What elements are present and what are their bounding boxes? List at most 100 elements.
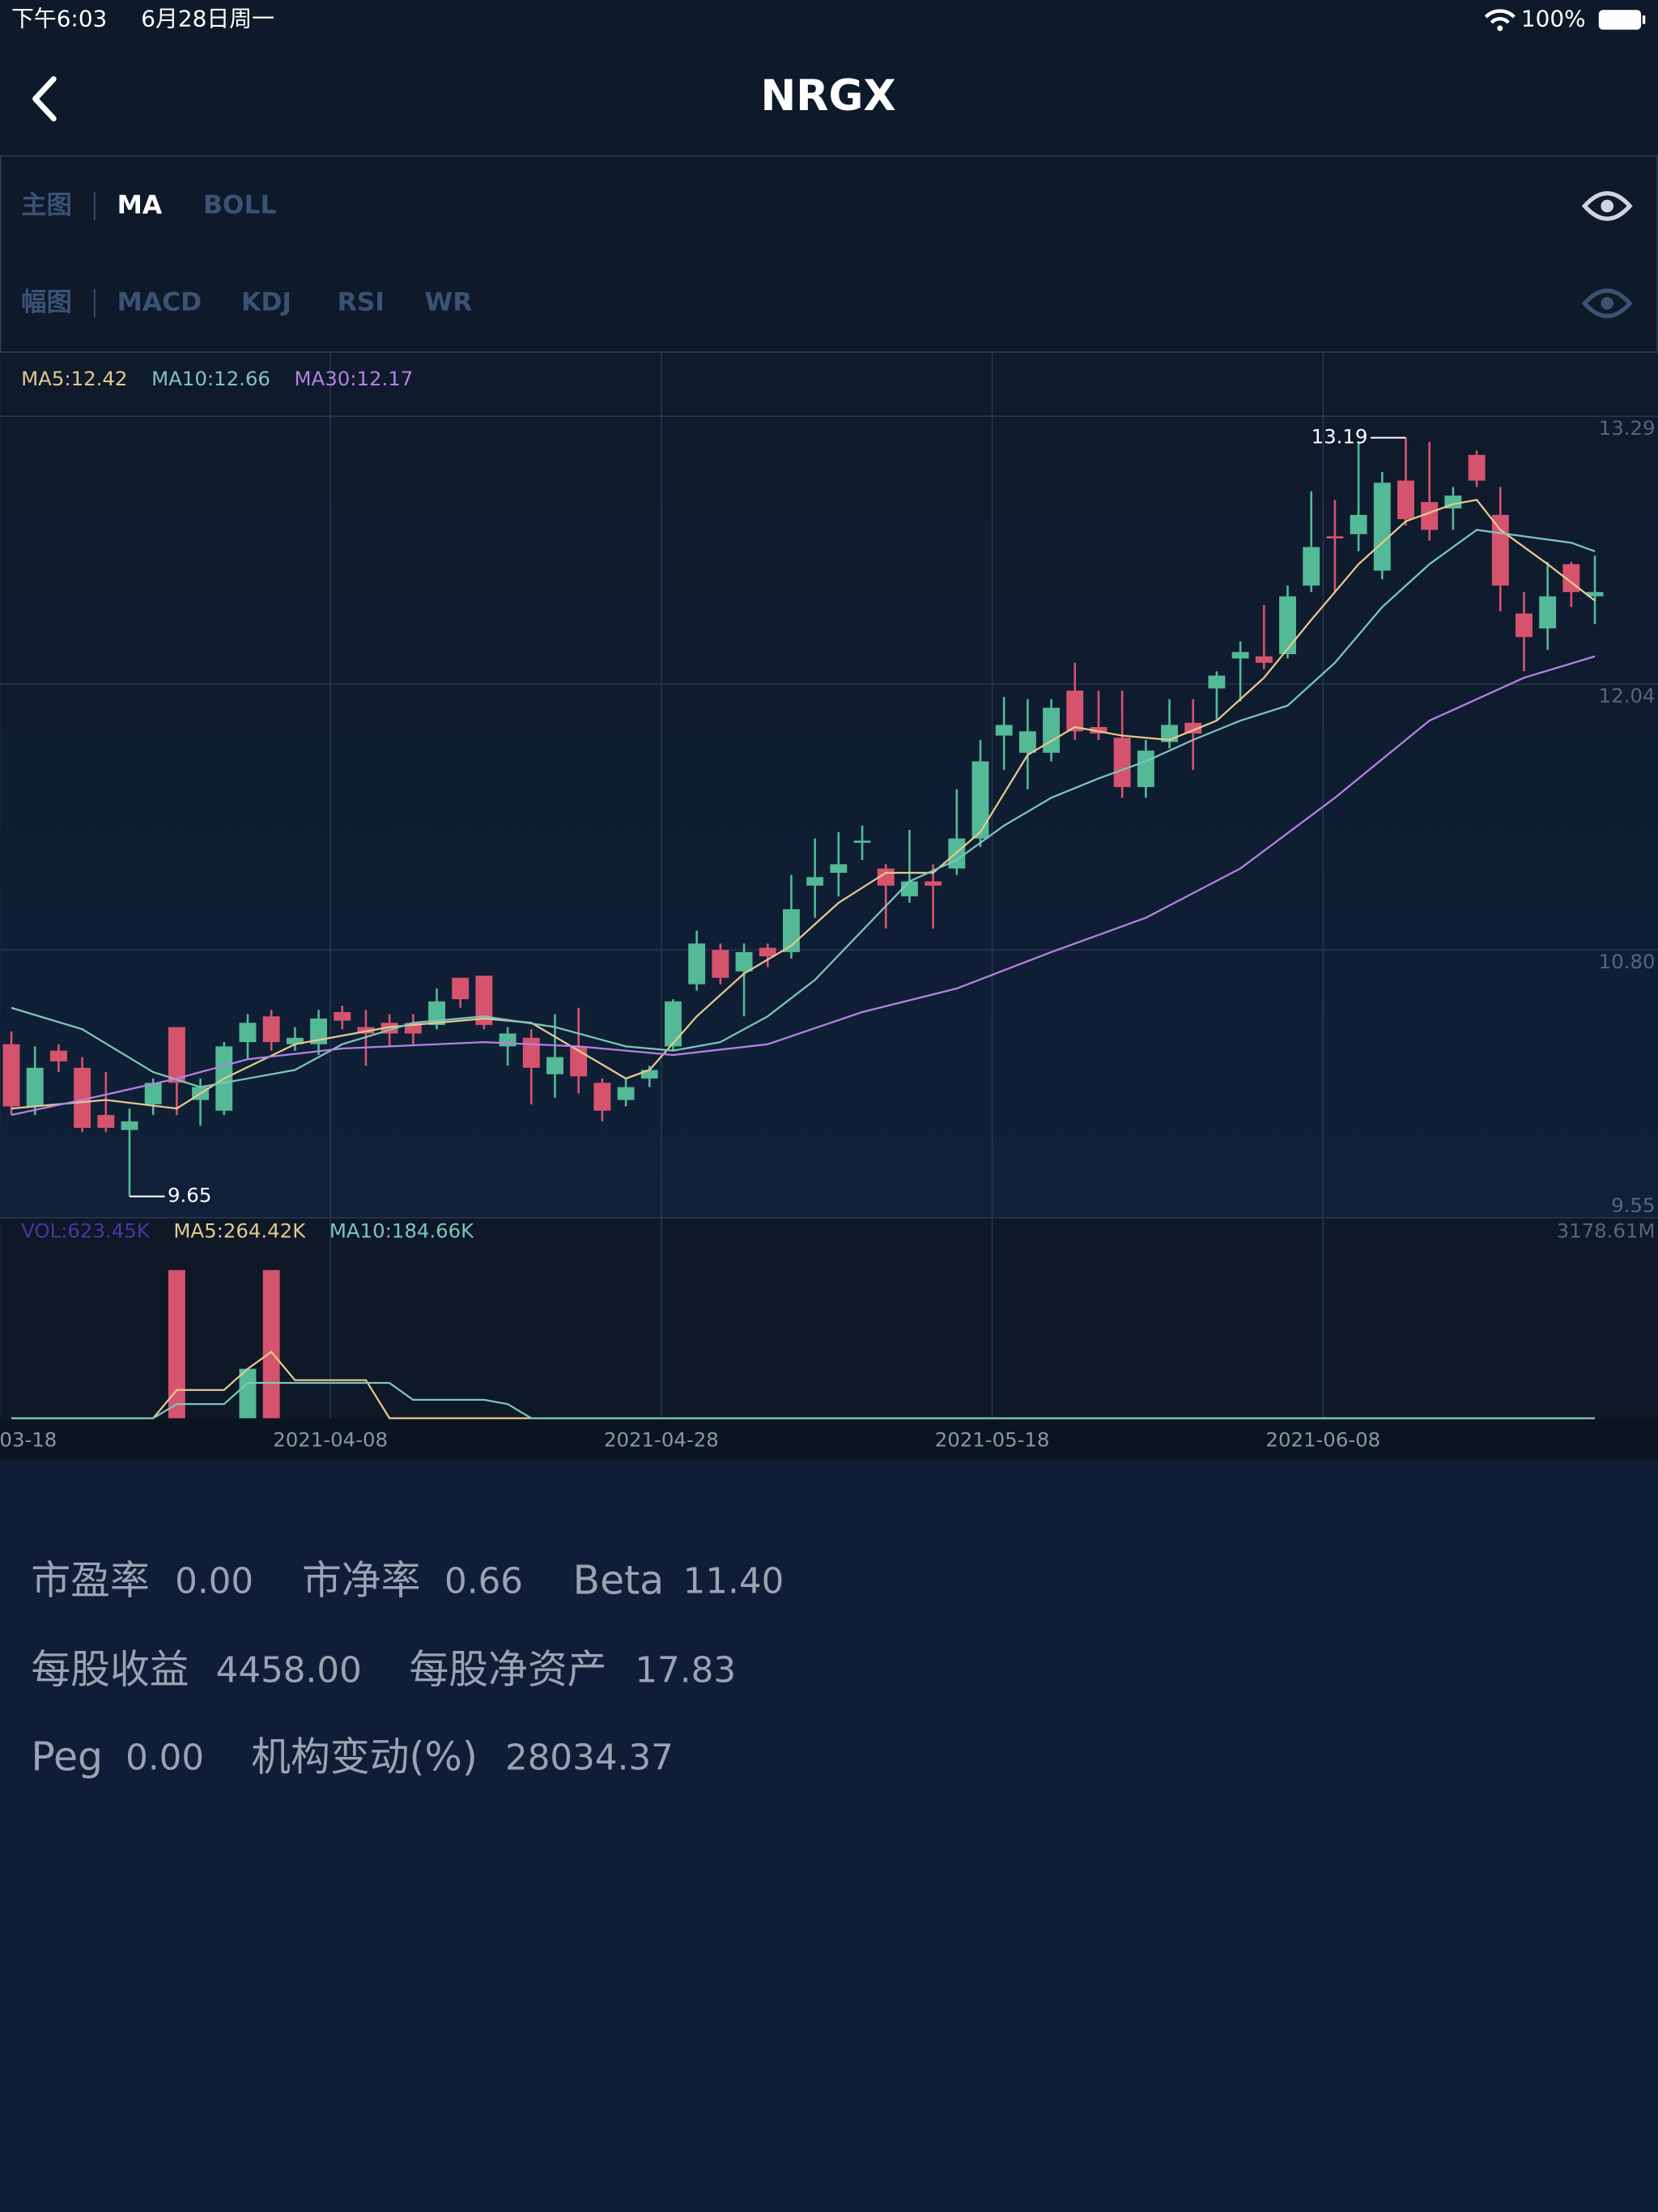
main-label: 主图: [21, 190, 72, 219]
candle-body: [522, 1037, 540, 1068]
main-option[interactable]: BOLL: [203, 190, 277, 219]
back-button[interactable]: [32, 76, 57, 121]
candle-body: [712, 950, 729, 978]
stat-value: 28034.37: [505, 1738, 674, 1778]
stat-value: 0.00: [125, 1738, 204, 1778]
legend-entry: VOL:623.45K: [21, 1219, 151, 1243]
candle-body: [1586, 592, 1604, 597]
stat-label: Beta: [573, 1558, 665, 1604]
candle-body: [97, 1115, 115, 1128]
legend-entry: MA10:184.66K: [329, 1219, 474, 1243]
x-tick-label: 2021-04-08: [273, 1428, 388, 1452]
extreme-label: 9.65: [168, 1184, 211, 1207]
eye-toggle[interactable]: [1581, 191, 1633, 221]
sub-option[interactable]: MACD: [117, 288, 202, 317]
candle-body: [74, 1067, 91, 1128]
candle-body: [357, 1027, 375, 1034]
stat-value: 0.66: [444, 1562, 523, 1602]
candle-body: [1279, 596, 1296, 654]
page-title: NRGX: [761, 71, 896, 121]
candle-body: [1066, 690, 1084, 732]
y-tick-label: 3178.61M: [1557, 1219, 1656, 1243]
status-battery: 100%: [1521, 5, 1586, 32]
stat-label: 市盈率: [31, 1558, 149, 1604]
legend-entry: MA5:264.42K: [173, 1219, 306, 1243]
legend-entry: MA30:12.17: [295, 367, 414, 390]
candle-body: [1397, 480, 1414, 520]
candle-body: [1468, 454, 1486, 481]
candle-body: [499, 1033, 517, 1047]
sub-option[interactable]: WR: [425, 288, 473, 317]
candle-body: [286, 1037, 304, 1044]
candle-body: [144, 1083, 162, 1104]
eye-pupil: [1601, 296, 1614, 310]
candle-body: [1113, 738, 1131, 788]
stat-value: 0.00: [175, 1562, 253, 1602]
x-tick-label: 2021-05-18: [935, 1428, 1050, 1452]
candle-body: [1184, 722, 1202, 734]
extreme-label: 13.19: [1312, 425, 1368, 449]
candle-body: [1018, 731, 1036, 753]
y-tick-label: 13.29: [1599, 416, 1656, 440]
x-tick-label: 2021-06-08: [1265, 1428, 1380, 1452]
sub-option[interactable]: KDJ: [241, 288, 291, 317]
eye-pupil: [1601, 199, 1614, 213]
status-time: 下午6:03: [11, 5, 107, 32]
candle-body: [1350, 514, 1367, 534]
candle-body: [1491, 514, 1509, 586]
indicator-panel: [0, 155, 1658, 353]
candle-body: [853, 840, 871, 843]
candle-body: [168, 1027, 185, 1083]
candle-body: [900, 881, 918, 897]
sub-option[interactable]: RSI: [338, 288, 385, 317]
candle-body: [262, 1016, 280, 1043]
stat-label: 市净率: [302, 1558, 420, 1604]
date-axis: [0, 1418, 1658, 1461]
top-bar: [0, 0, 1658, 155]
candle-body: [1539, 596, 1557, 629]
battery-tip: [1642, 15, 1646, 24]
ma-line: [11, 529, 1596, 1088]
candle-body: [971, 761, 989, 839]
candle-body: [1373, 483, 1391, 571]
stat-label: 机构变动(%): [251, 1733, 478, 1780]
ma-line: [11, 1381, 1596, 1419]
candle-body: [995, 725, 1013, 736]
candle-body: [925, 881, 942, 886]
candle-body: [830, 864, 848, 873]
main-option[interactable]: MA: [117, 190, 163, 219]
wifi-icon: [1484, 9, 1516, 24]
x-tick-label: 2021-04-28: [604, 1428, 719, 1452]
wifi-icon-dot: [1497, 25, 1503, 32]
y-tick-label: 10.80: [1599, 950, 1656, 973]
stat-value: 4458.00: [216, 1650, 362, 1691]
stat-label: Peg: [31, 1733, 103, 1780]
eye-outline: [1581, 191, 1633, 221]
candle-body: [452, 977, 470, 1000]
candle-body: [49, 1050, 67, 1061]
candle-body: [1255, 656, 1273, 663]
candle-body: [334, 1012, 351, 1021]
volume-bar: [262, 1270, 280, 1419]
candle-body: [26, 1067, 44, 1107]
x-tick-label: 2021-03-18: [0, 1428, 57, 1452]
candle-body: [428, 1001, 445, 1025]
candle-body: [759, 947, 776, 957]
status-date: 6月28日周一: [141, 5, 274, 32]
ma-line: [11, 655, 1596, 1117]
candle-body: [1303, 547, 1320, 586]
candle-body: [1516, 613, 1533, 637]
candle-body: [310, 1018, 328, 1044]
candle-body: [475, 976, 493, 1025]
candle-body: [665, 1001, 682, 1047]
candle-body: [735, 951, 753, 972]
stat-label: 每股收益: [31, 1646, 189, 1692]
y-tick-label: 12.04: [1599, 684, 1656, 708]
candle-body: [121, 1121, 138, 1130]
candle-body: [1043, 708, 1061, 753]
candle-body: [1090, 726, 1107, 734]
eye-toggle[interactable]: [1581, 288, 1633, 318]
candle-body: [1208, 675, 1226, 689]
